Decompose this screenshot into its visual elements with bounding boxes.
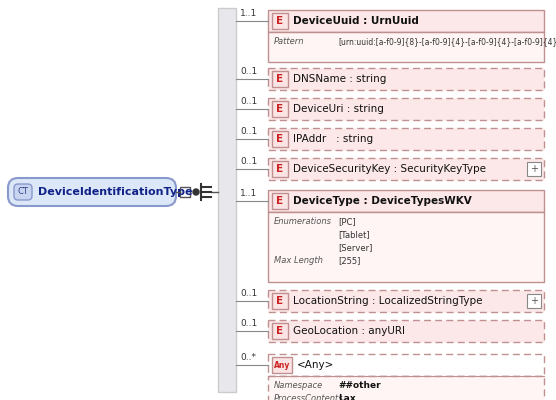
Text: 1..1: 1..1 bbox=[240, 189, 257, 198]
Bar bbox=[272, 101, 288, 117]
Text: Pattern: Pattern bbox=[274, 37, 305, 46]
Bar bbox=[218, 8, 236, 392]
Text: 0..1: 0..1 bbox=[240, 67, 257, 76]
Text: <Any>: <Any> bbox=[297, 360, 334, 370]
Text: [Tablet]: [Tablet] bbox=[338, 230, 370, 239]
Bar bbox=[272, 161, 288, 177]
Text: +: + bbox=[530, 296, 538, 306]
Text: CT: CT bbox=[18, 188, 28, 196]
Text: 0..1: 0..1 bbox=[240, 289, 257, 298]
Text: [Server]: [Server] bbox=[338, 243, 373, 252]
Text: GeoLocation : anyURI: GeoLocation : anyURI bbox=[293, 326, 405, 336]
Bar bbox=[268, 98, 544, 120]
Text: IPAddr   : string: IPAddr : string bbox=[293, 134, 373, 144]
Text: 1..1: 1..1 bbox=[240, 9, 257, 18]
Text: 0..1: 0..1 bbox=[240, 319, 257, 328]
Bar bbox=[268, 376, 544, 400]
Text: +: + bbox=[530, 164, 538, 174]
Text: [urn:uuid:[a-f0-9]{8}-[a-f0-9]{4}-[a-f0-9]{4}-[a-f0-9]{4}-[a-f0-9]{12}]: [urn:uuid:[a-f0-9]{8}-[a-f0-9]{4}-[a-f0-… bbox=[338, 37, 556, 46]
Text: Any: Any bbox=[274, 360, 290, 370]
Text: E: E bbox=[276, 104, 284, 114]
Text: E: E bbox=[276, 74, 284, 84]
Bar bbox=[268, 128, 544, 150]
Bar bbox=[268, 354, 544, 376]
Bar bbox=[268, 212, 544, 282]
Text: Lax: Lax bbox=[338, 394, 356, 400]
Text: E: E bbox=[276, 326, 284, 336]
Text: ProcessContents: ProcessContents bbox=[274, 394, 344, 400]
Text: DeviceIdentificationType: DeviceIdentificationType bbox=[38, 187, 192, 197]
Bar bbox=[272, 71, 288, 87]
Circle shape bbox=[193, 189, 199, 195]
FancyBboxPatch shape bbox=[8, 178, 176, 206]
Bar bbox=[272, 323, 288, 339]
Text: DeviceType : DeviceTypesWKV: DeviceType : DeviceTypesWKV bbox=[293, 196, 471, 206]
Text: E: E bbox=[276, 16, 284, 26]
Bar bbox=[527, 162, 541, 176]
Text: Max Length: Max Length bbox=[274, 256, 323, 265]
Bar bbox=[272, 193, 288, 209]
Text: 0..1: 0..1 bbox=[240, 157, 257, 166]
Bar bbox=[268, 10, 544, 32]
Text: LocationString : LocalizedStringType: LocationString : LocalizedStringType bbox=[293, 296, 483, 306]
Bar bbox=[272, 131, 288, 147]
Bar bbox=[272, 357, 292, 373]
FancyBboxPatch shape bbox=[14, 184, 32, 200]
Text: [PC]: [PC] bbox=[338, 217, 356, 226]
Text: DNSName : string: DNSName : string bbox=[293, 74, 386, 84]
Text: [255]: [255] bbox=[338, 256, 360, 265]
Bar bbox=[272, 293, 288, 309]
Text: Enumerations: Enumerations bbox=[274, 217, 332, 226]
Text: DeviceUri : string: DeviceUri : string bbox=[293, 104, 384, 114]
Text: E: E bbox=[276, 164, 284, 174]
Bar bbox=[268, 158, 544, 180]
Bar bbox=[180, 187, 190, 197]
Text: E: E bbox=[276, 196, 284, 206]
Text: DeviceSecurityKey : SecurityKeyType: DeviceSecurityKey : SecurityKeyType bbox=[293, 164, 486, 174]
Text: 0..*: 0..* bbox=[240, 353, 256, 362]
Text: E: E bbox=[276, 134, 284, 144]
Bar bbox=[268, 320, 544, 342]
Text: 0..1: 0..1 bbox=[240, 97, 257, 106]
Bar bbox=[268, 32, 544, 62]
Text: 0..1: 0..1 bbox=[240, 127, 257, 136]
Bar bbox=[268, 190, 544, 212]
Text: DeviceUuid : UrnUuid: DeviceUuid : UrnUuid bbox=[293, 16, 419, 26]
Text: ##other: ##other bbox=[338, 381, 381, 390]
Bar bbox=[268, 290, 544, 312]
Bar bbox=[527, 294, 541, 308]
Bar bbox=[268, 68, 544, 90]
Text: E: E bbox=[276, 296, 284, 306]
Text: Namespace: Namespace bbox=[274, 381, 323, 390]
Bar bbox=[272, 13, 288, 29]
